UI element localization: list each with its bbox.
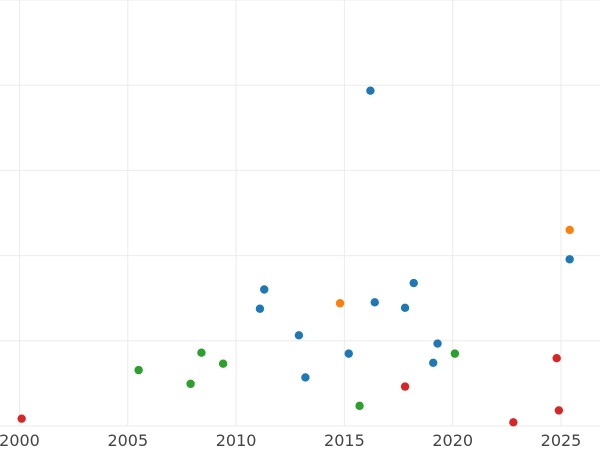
data-point <box>186 379 195 389</box>
data-point <box>218 359 228 368</box>
data-point <box>335 299 345 308</box>
grid-layer <box>0 0 600 427</box>
data-point <box>17 414 26 423</box>
data-point <box>366 86 375 95</box>
x-tick-label: 2005 <box>107 431 148 450</box>
data-point <box>294 331 304 340</box>
data-point <box>409 278 418 288</box>
data-point <box>260 285 269 294</box>
points-layer <box>17 86 574 427</box>
data-point <box>450 349 460 358</box>
data-point <box>370 298 379 307</box>
x-tick-label: 2020 <box>432 431 473 450</box>
data-point <box>344 349 353 358</box>
data-point <box>552 354 561 363</box>
data-point <box>400 382 410 391</box>
data-point <box>509 418 518 427</box>
data-point <box>301 373 310 382</box>
data-point <box>355 401 364 411</box>
data-point <box>429 358 438 367</box>
x-tick-label: 2010 <box>216 431 257 450</box>
data-point <box>197 348 206 357</box>
data-point <box>565 225 574 235</box>
data-point <box>554 406 564 415</box>
data-point <box>433 339 442 348</box>
data-point <box>400 303 410 313</box>
data-point <box>255 304 265 313</box>
data-point <box>565 255 574 264</box>
x-tick-label: 2015 <box>324 431 365 450</box>
data-point <box>134 365 143 375</box>
x-tick-label: 2025 <box>541 431 582 450</box>
x-axis-ticks: 2000 2005 2010 2015 2020 2025 <box>0 431 581 450</box>
x-tick-label: 2000 <box>0 431 40 450</box>
